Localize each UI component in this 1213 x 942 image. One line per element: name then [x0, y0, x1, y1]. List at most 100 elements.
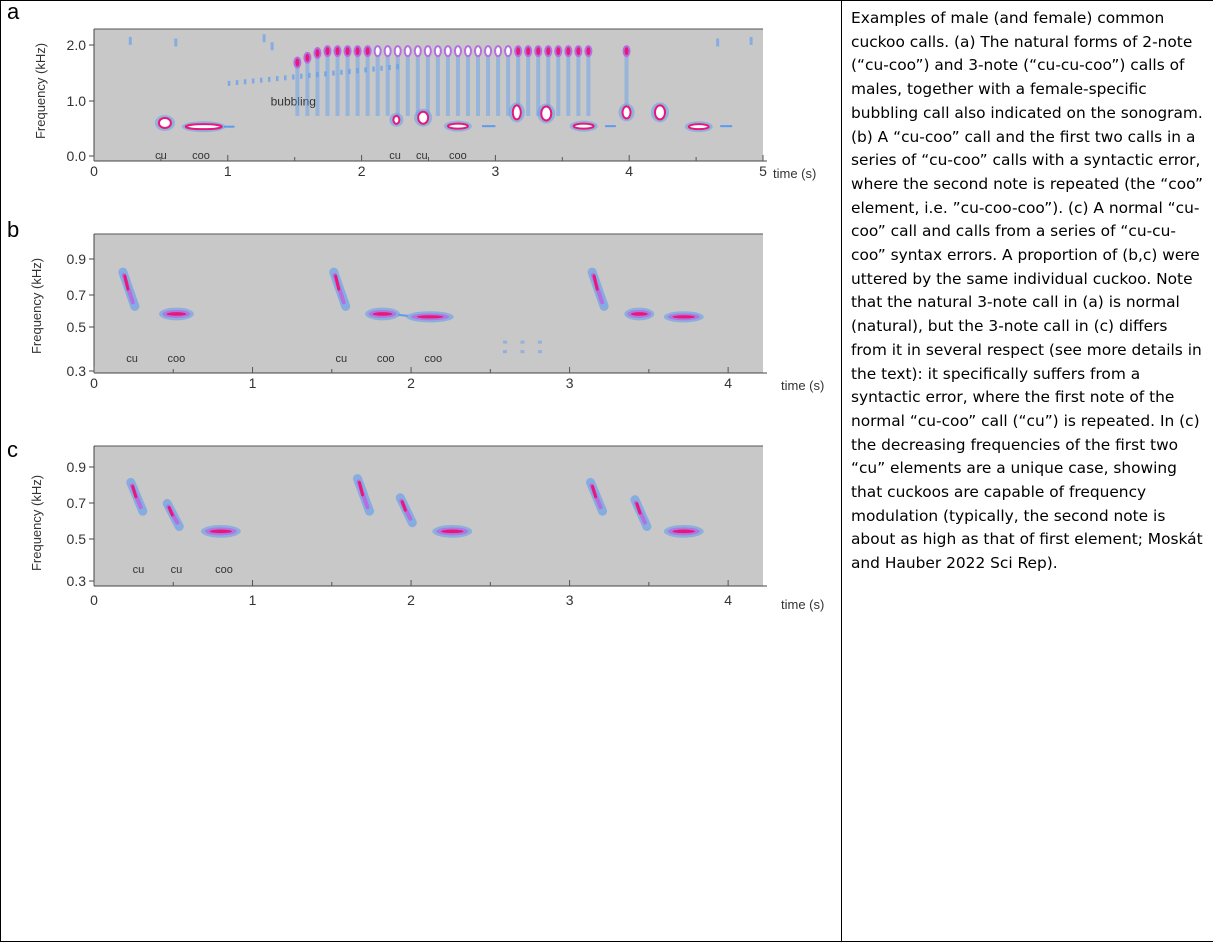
noise-speck [749, 36, 753, 45]
coo-note-core [687, 123, 710, 131]
y-tick-label: 0.5 [67, 531, 87, 547]
x-tick-label: 1 [249, 592, 257, 608]
bubbling-trace [283, 75, 287, 81]
noise-speck [537, 340, 542, 344]
x-axis-label-a: time (s) [773, 166, 816, 181]
bubbling-trace [243, 79, 247, 85]
bubbling-column [315, 52, 320, 116]
bubbling-column [624, 50, 629, 117]
bubbling-core [506, 47, 511, 56]
bubbling-core [586, 47, 591, 56]
coo-note-core [672, 529, 695, 534]
y-axis-label-c: Frequency (kHz) [29, 475, 44, 571]
cu-note-core [167, 506, 174, 517]
panel-a: a Frequency (kHz) time (s) 2.0 1.0 0.00 1 2 3… [7, 1, 816, 181]
x-tick-label: 0 [90, 375, 98, 391]
panel-letter-a: a [7, 1, 20, 24]
bubbling-core [405, 47, 410, 56]
coo-note-core [630, 312, 648, 316]
cu-note-core [591, 484, 598, 499]
coo-note-core [184, 123, 223, 131]
bubbling-trace [259, 77, 263, 83]
bubbling-column [496, 50, 501, 117]
bubbling-column [465, 50, 470, 117]
figure-caption: Examples of male (and female) common cuc… [851, 9, 1203, 573]
x-tick-label: 2 [358, 163, 366, 179]
bubbling-core [335, 47, 340, 56]
coo-note-core [672, 315, 695, 319]
x-tick-label: 3 [492, 163, 500, 179]
bubbling-trace [292, 74, 295, 80]
bubbling-column [425, 50, 430, 117]
y-tick-label: 0.7 [67, 495, 87, 511]
bubbling-column [556, 50, 561, 117]
noise-speck [174, 38, 178, 47]
noise-speck [537, 350, 542, 354]
x-tick-label: 4 [724, 592, 732, 608]
x-tick-label: 4 [625, 163, 633, 179]
bubbling-trace [300, 73, 303, 79]
bubbling-core [486, 47, 491, 56]
panel-b: b Frequency (kHz) time (s) 0.9 0.7 0.5 0.30… [7, 217, 824, 393]
cu-note-core [131, 484, 138, 499]
y-tick-label: 0.5 [67, 319, 87, 335]
bubbling-column [536, 50, 541, 117]
cu-note-core [592, 274, 599, 291]
bubbling-trace [324, 71, 327, 77]
bubbling-column [566, 50, 571, 117]
note-label: coo [449, 150, 467, 162]
caption-cell: Examples of male (and female) common cuc… [841, 0, 1213, 942]
bubbling-trace [235, 80, 239, 86]
cu-note-core [621, 105, 632, 120]
bubbling-core [435, 47, 440, 56]
panel-letter-b: b [7, 217, 19, 242]
bubbling-column [546, 50, 551, 117]
coo-note-core [166, 312, 187, 316]
bubbling-core [415, 47, 420, 56]
bubbling-trace [267, 76, 271, 82]
note-label: cu [416, 150, 428, 162]
y-tick-label: 0.7 [67, 287, 87, 303]
noise-speck [716, 38, 720, 47]
note-label: coo [215, 564, 233, 576]
bubbling-trace [348, 68, 351, 74]
bubbling-trace [275, 76, 279, 82]
noise-speck [128, 36, 132, 45]
cu-note-core [417, 110, 430, 125]
bubbling-column [375, 50, 380, 117]
cu-note-core [392, 114, 401, 125]
note-label: cu [335, 353, 347, 365]
cu-note-core [635, 502, 642, 515]
plot-area-c [94, 446, 763, 586]
bubbling-trace [227, 80, 231, 86]
bubbling-trace [364, 67, 367, 73]
bubbling-core [315, 49, 320, 58]
panel-letter-c: c [7, 437, 18, 462]
bubbling-column [526, 50, 531, 117]
y-tick-label: 0.0 [67, 148, 87, 164]
bubbling-column [345, 50, 350, 117]
note-label: cu [133, 564, 145, 576]
cu-note-core [511, 104, 522, 121]
bubbling-column [405, 50, 410, 117]
x-tick-label: 0 [90, 592, 98, 608]
bubbling-core [556, 47, 561, 56]
bubbling-core [465, 47, 470, 56]
bubbling-column [486, 50, 491, 117]
x-tick-label: 1 [249, 375, 257, 391]
x-tick-label: 2 [407, 375, 415, 391]
bubbling-core [425, 47, 430, 56]
y-tick-label: 0.3 [67, 363, 87, 379]
note-label: cu [155, 150, 167, 162]
sonogram-figure: a Frequency (kHz) time (s) 2.0 1.0 0.0 0 1 2 3… [7, 1, 824, 612]
bubbling-core [455, 47, 460, 56]
y-axis-label-b: Frequency (kHz) [29, 258, 44, 354]
y-tick-label: 1.0 [67, 93, 87, 109]
bubbling-column [305, 56, 310, 116]
y-tick-label: 2.0 [67, 37, 87, 53]
coo-note-core [416, 315, 444, 319]
note-label: cu [126, 353, 138, 365]
note-label: coo [377, 353, 395, 365]
bubbling-column [586, 50, 591, 117]
x-tick-label: 3 [566, 375, 574, 391]
